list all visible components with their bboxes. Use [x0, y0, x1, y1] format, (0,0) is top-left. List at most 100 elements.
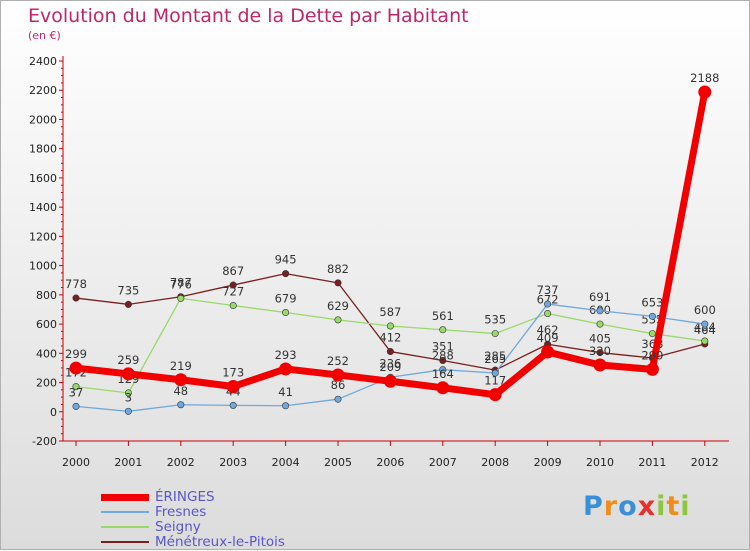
y-tick-label: 1400	[29, 201, 57, 214]
data-point-fresnes	[177, 401, 185, 409]
data-label-menetreux-le-pitois: 405	[589, 332, 611, 346]
y-tick-label: 0	[50, 406, 57, 419]
data-point-menetreux-le-pitois	[282, 270, 290, 278]
data-point-eringes	[383, 374, 397, 388]
logo-letter: P	[583, 491, 604, 522]
data-label-menetreux-le-pitois: 867	[222, 264, 244, 278]
data-point-fresnes	[72, 402, 80, 410]
y-tick-label: 2400	[29, 55, 57, 68]
data-label-fresnes: 600	[694, 303, 716, 317]
data-point-eringes	[593, 358, 607, 372]
data-point-eringes	[121, 367, 135, 381]
data-point-seigny	[648, 330, 656, 338]
data-label-eringes: 290	[641, 348, 663, 362]
data-point-fresnes	[229, 401, 237, 409]
legend-item: Seigny	[101, 519, 201, 535]
data-label-menetreux-le-pitois: 464	[694, 323, 716, 337]
logo-letter: o	[618, 491, 638, 522]
data-label-seigny: 727	[222, 285, 244, 299]
logo-letter: i	[656, 491, 667, 522]
data-label-seigny: 672	[537, 293, 559, 307]
data-label-fresnes: 236	[379, 356, 401, 370]
y-tick-label: 1000	[29, 260, 57, 273]
y-tick-label: -200	[32, 435, 57, 448]
y-tick-label: 2200	[29, 84, 57, 97]
x-tick-label: 2010	[586, 456, 614, 469]
data-label-eringes: 219	[170, 359, 192, 373]
legend-swatch	[101, 511, 149, 513]
y-tick-label: 1800	[29, 143, 57, 156]
y-tick-label: 1200	[29, 230, 57, 243]
data-point-menetreux-le-pitois	[386, 348, 394, 356]
data-point-fresnes	[648, 312, 656, 320]
data-point-seigny	[544, 310, 552, 318]
data-label-fresnes: 37	[69, 385, 84, 399]
data-point-fresnes	[282, 402, 290, 410]
data-point-seigny	[701, 337, 709, 345]
data-point-seigny	[124, 389, 132, 397]
data-label-fresnes: 288	[432, 349, 454, 363]
data-point-eringes	[174, 373, 188, 387]
data-label-seigny: 587	[379, 305, 401, 319]
data-point-menetreux-le-pitois	[229, 281, 237, 289]
data-label-seigny: 679	[275, 292, 297, 306]
x-tick-label: 2007	[429, 456, 457, 469]
x-tick-label: 2000	[62, 456, 90, 469]
data-point-eringes	[698, 85, 712, 99]
data-point-eringes	[488, 388, 502, 402]
y-tick-label: 200	[36, 377, 57, 390]
logo-letter: x	[637, 491, 657, 522]
legend-item: Fresnes	[101, 504, 206, 520]
data-label-eringes: 409	[537, 331, 559, 345]
y-tick-label: 1600	[29, 172, 57, 185]
data-label-menetreux-le-pitois: 787	[170, 276, 192, 290]
legend-label: Seigny	[155, 519, 201, 535]
data-label-menetreux-le-pitois: 285	[484, 349, 506, 363]
data-label-eringes: 320	[589, 344, 611, 358]
data-label-fresnes: 691	[589, 290, 611, 304]
logo-letter: r	[603, 491, 619, 522]
legend-item: ÉRINGES	[101, 489, 215, 505]
x-tick-label: 2009	[534, 456, 562, 469]
data-label-fresnes: 265	[484, 352, 506, 366]
y-tick-label: 2000	[29, 113, 57, 126]
x-tick-label: 2008	[481, 456, 509, 469]
data-point-fresnes	[124, 407, 132, 415]
data-label-eringes: 117	[484, 374, 506, 388]
data-label-seigny: 535	[484, 313, 506, 327]
x-tick-label: 2004	[272, 456, 300, 469]
data-point-menetreux-le-pitois	[124, 300, 132, 308]
data-label-eringes: 164	[432, 367, 454, 381]
data-label-fresnes: 41	[278, 385, 293, 399]
data-point-eringes	[331, 368, 345, 382]
page-title: Evolution du Montant de la Dette par Hab…	[28, 5, 469, 27]
x-tick-label: 2001	[114, 456, 142, 469]
data-label-eringes: 259	[117, 353, 139, 367]
data-label-menetreux-le-pitois: 882	[327, 262, 349, 276]
data-label-menetreux-le-pitois: 351	[432, 339, 454, 353]
data-label-menetreux-le-pitois: 462	[537, 323, 559, 337]
data-point-seigny	[439, 326, 447, 334]
data-point-eringes	[645, 362, 659, 376]
data-point-menetreux-le-pitois	[334, 279, 342, 287]
data-point-fresnes	[334, 395, 342, 403]
data-label-menetreux-le-pitois: 735	[117, 283, 139, 297]
x-tick-label: 2012	[691, 456, 719, 469]
data-point-seigny	[596, 320, 604, 328]
data-point-seigny	[334, 316, 342, 324]
data-label-fresnes: 86	[331, 378, 346, 392]
x-tick-label: 2005	[324, 456, 352, 469]
legend-label: Fresnes	[155, 504, 207, 520]
data-label-eringes: 2188	[690, 71, 719, 85]
data-point-menetreux-le-pitois	[439, 356, 447, 364]
data-label-fresnes: 653	[641, 295, 663, 309]
data-label-menetreux-le-pitois: 945	[275, 253, 297, 267]
data-point-fresnes	[701, 320, 709, 328]
legend-label: Ménétreux-le-Pitois	[155, 534, 285, 550]
legend-swatch	[101, 526, 149, 528]
data-point-eringes	[226, 379, 240, 393]
data-point-seigny	[177, 294, 185, 302]
data-label-eringes: 252	[327, 354, 349, 368]
